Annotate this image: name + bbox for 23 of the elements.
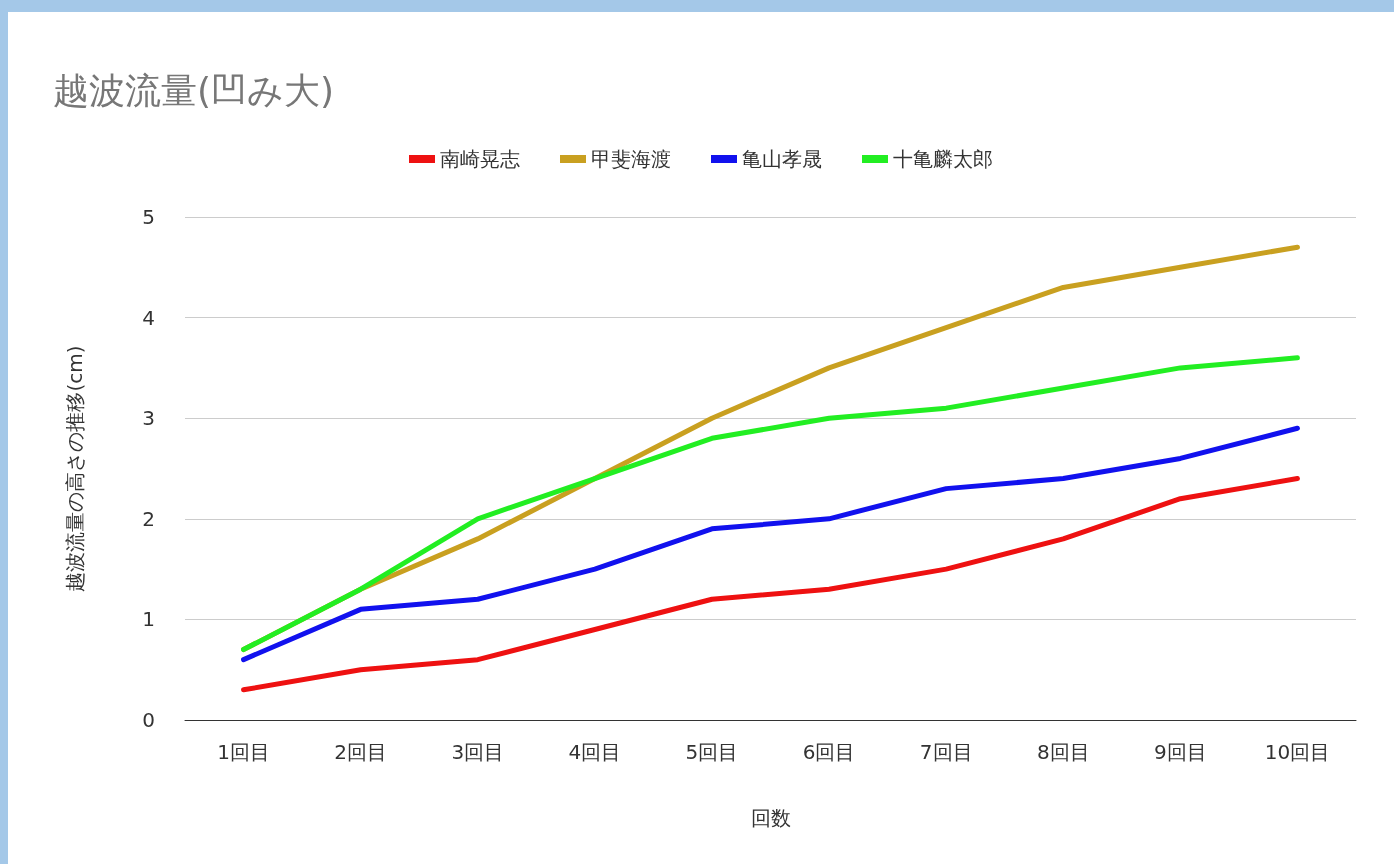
y-tick-label: 2 [142, 506, 155, 531]
x-tick-label: 10回目 [1264, 740, 1331, 764]
x-tick-label: 5回目 [685, 740, 739, 764]
legend-label: 南崎晃志 [440, 147, 520, 171]
x-tick-label: 8回目 [1036, 740, 1090, 764]
y-tick-label: 5 [142, 205, 155, 229]
legend-label: 亀山孝晟 [742, 147, 822, 171]
x-tick-label: 2回目 [334, 740, 388, 764]
chart-title: 越波流量(凹み大) [53, 69, 335, 111]
x-tick-label: 1回目 [217, 740, 270, 764]
legend-label: 甲斐海渡 [591, 147, 671, 171]
legend-label: 十亀麟太郎 [893, 147, 993, 171]
y-tick-label: 3 [142, 406, 155, 431]
y-tick-label: 0 [142, 708, 155, 732]
x-tick-label: 3回目 [451, 740, 505, 764]
y-axis-title: 越波流量の高さの推移(cm) [63, 345, 87, 592]
x-tick-label: 9回目 [1153, 740, 1207, 764]
x-tick-label: 7回目 [919, 740, 973, 764]
y-tick-label: 1 [142, 607, 155, 632]
x-axis-title: 回数 [750, 806, 791, 830]
x-tick-label: 6回目 [802, 740, 856, 764]
x-tick-label: 4回目 [568, 740, 622, 764]
y-tick-label: 4 [142, 305, 155, 330]
